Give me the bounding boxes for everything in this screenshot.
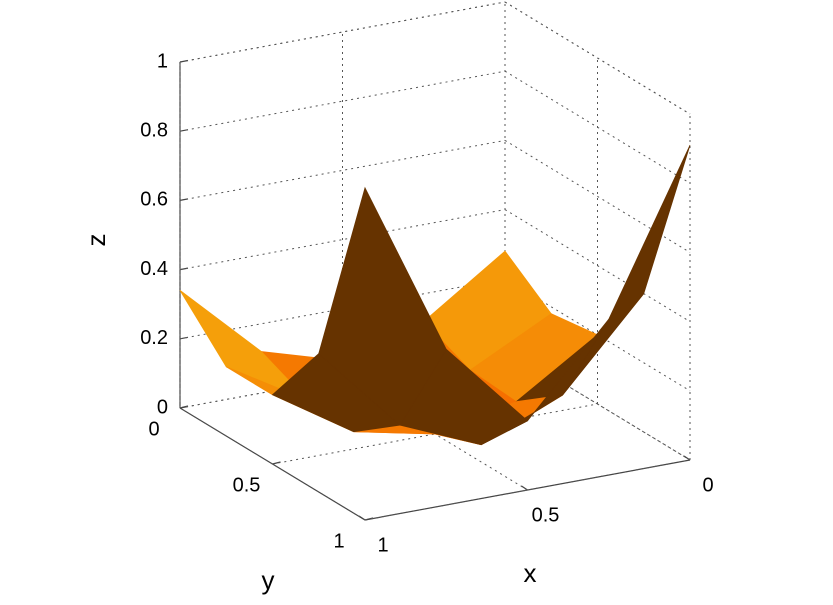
grid-line [179, 347, 506, 409]
grid-line [179, 70, 506, 132]
grid-line [179, 278, 506, 340]
y-tick-label: 1 [333, 530, 344, 552]
y-tick-label: 0.5 [233, 474, 261, 496]
x-axis-label: x [524, 558, 537, 588]
grid-line [272, 403, 598, 465]
grid-line [179, 209, 506, 271]
z-tick-label: 0 [157, 396, 168, 418]
y-tick-label: 0 [148, 418, 159, 440]
z-tick-label: 0.2 [140, 327, 168, 349]
x-tick-label: 0.5 [532, 504, 560, 526]
z-tick-label: 0.4 [140, 258, 168, 280]
grid-line [179, 1, 506, 63]
z-tick-label: 0.8 [140, 119, 168, 141]
grid-line [364, 459, 691, 521]
y-axis-label: y [262, 565, 275, 595]
z-axis-label: z [81, 234, 111, 247]
z-tick-label: 0.6 [140, 189, 168, 211]
surface-patch [318, 186, 447, 426]
grid-line [179, 139, 506, 201]
z-tick-label: 1 [157, 50, 168, 72]
x-tick-label: 1 [377, 534, 388, 556]
grid-line [504, 1, 691, 115]
x-tick-label: 0 [702, 474, 713, 496]
